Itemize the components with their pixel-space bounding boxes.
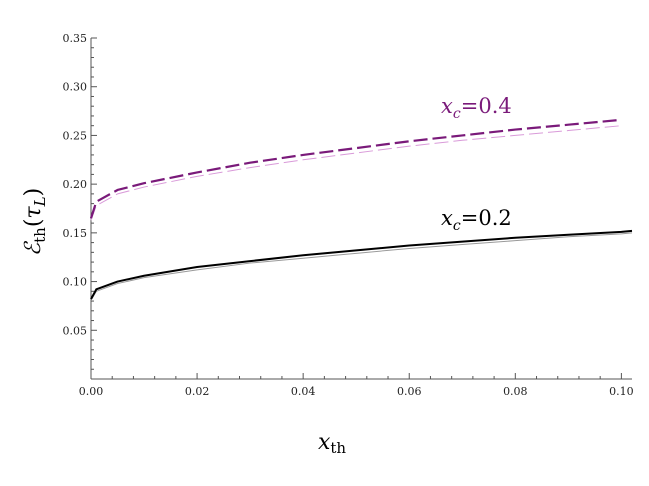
series-group	[89, 118, 633, 301]
y-axis-title-paren-open: (	[21, 219, 46, 228]
y-tick-label: 0.35	[63, 32, 88, 45]
x-tick-label: 0.06	[397, 385, 422, 398]
x-axis-title-sub: th	[330, 439, 346, 457]
y-tick-label: 0.10	[63, 276, 88, 289]
y-axis-title-paren-close: )	[21, 188, 46, 197]
x-tick-label: 0.04	[291, 385, 316, 398]
y-tick-label: 0.25	[63, 129, 88, 142]
y-tick-label: 0.05	[63, 324, 88, 337]
x-axis-title-main: x	[318, 430, 331, 455]
annotation-2: xc=0.2	[441, 206, 512, 234]
x-axis-title: xth	[318, 430, 346, 457]
series-line-2	[90, 125, 622, 221]
y-axis-title-arg-sub: L	[31, 196, 49, 207]
y-axis-title-arg: τ	[21, 206, 46, 219]
series-line-1	[89, 118, 622, 219]
y-axis-title: ℰth(τL)	[21, 188, 49, 256]
x-tick-label: 0.02	[185, 385, 210, 398]
y-tick-label: 0.30	[63, 81, 88, 94]
y-axis-title-sub: th	[31, 227, 49, 243]
axes	[90, 38, 632, 380]
x-tick-label: 0.00	[79, 385, 104, 398]
y-axis-title-main: ℰ	[21, 240, 46, 256]
x-tick-label: 0.08	[503, 385, 528, 398]
x-tick-label: 0.10	[609, 385, 634, 398]
series-line-4	[90, 232, 633, 301]
ticks: 0.00 0.02 0.04 0.06 0.08 0.10 0.05 0.10 0.15 0.20…	[63, 32, 634, 398]
y-tick-label: 0.20	[63, 178, 88, 191]
annotations: xc=0.4 xc=0.2	[441, 94, 512, 234]
series-line-3	[90, 229, 633, 300]
y-tick-label: 0.15	[63, 227, 88, 240]
annotation-1: xc=0.4	[441, 94, 512, 122]
